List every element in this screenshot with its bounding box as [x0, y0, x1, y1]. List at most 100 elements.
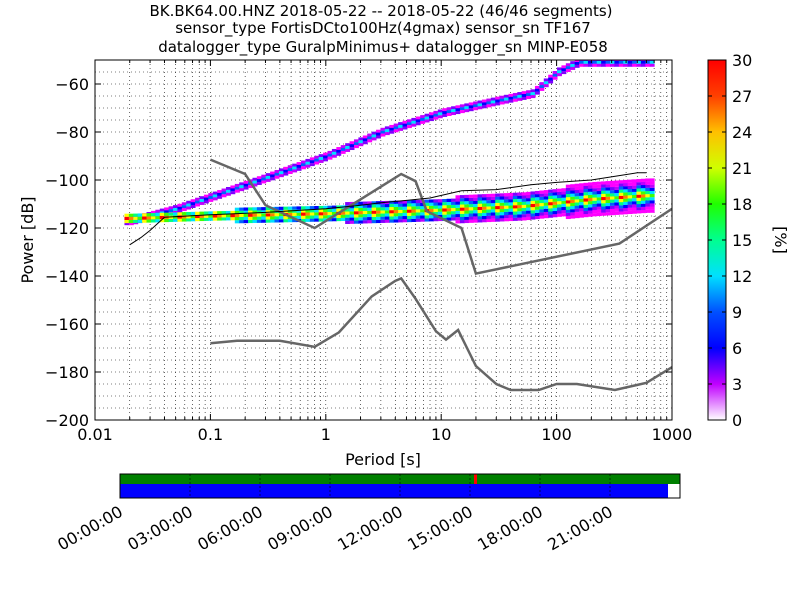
density-cell — [406, 218, 412, 223]
density-cell — [362, 141, 368, 145]
density-cell — [133, 213, 139, 217]
density-cell — [618, 60, 624, 64]
density-cell — [495, 199, 501, 203]
density-cell — [199, 217, 205, 222]
density-cell — [645, 60, 651, 64]
density-cell — [433, 199, 439, 203]
density-cell — [623, 207, 629, 212]
density-cell — [349, 217, 355, 221]
density-cell — [283, 206, 289, 210]
density-cell — [358, 207, 364, 212]
density-cell — [468, 105, 474, 109]
density-cell — [292, 206, 298, 210]
density-cell — [640, 181, 646, 186]
density-cell — [574, 60, 580, 63]
density-cell — [442, 111, 448, 115]
density-cell — [380, 210, 386, 214]
density-cell — [517, 208, 523, 212]
density-cell — [367, 220, 373, 224]
density-cell — [636, 188, 642, 192]
density-cell — [411, 123, 417, 127]
density-cell — [574, 64, 580, 68]
density-cell — [133, 219, 139, 224]
density-cell — [618, 180, 624, 184]
density-cell — [534, 215, 540, 220]
density-cell — [353, 201, 359, 206]
density-cell — [587, 63, 593, 67]
density-cell — [406, 125, 412, 129]
density-cell — [609, 193, 615, 197]
density-cell — [411, 218, 417, 222]
density-cell — [517, 217, 523, 221]
density-cell — [309, 160, 315, 164]
density-cell — [601, 63, 607, 67]
density-cell — [499, 193, 505, 197]
density-cell — [649, 187, 655, 191]
density-cell — [256, 179, 262, 183]
density-cell — [137, 213, 143, 217]
density-cell — [309, 218, 315, 222]
density-cell — [539, 206, 545, 210]
density-cell — [270, 171, 276, 175]
density-cell — [455, 220, 461, 224]
density-cell — [173, 210, 178, 214]
density-cell — [504, 94, 509, 98]
density-cell — [195, 214, 200, 219]
density-cell — [561, 71, 567, 75]
density-cell — [380, 207, 386, 211]
density-cell — [459, 216, 465, 221]
x-axis-label: Period [s] — [345, 450, 421, 469]
density-cell — [287, 165, 293, 169]
density-cell — [336, 208, 342, 212]
density-cell — [442, 113, 448, 117]
density-cell — [128, 219, 134, 224]
density-cell — [548, 214, 554, 218]
density-cell — [548, 211, 554, 215]
density-cell — [636, 191, 642, 195]
density-cell — [221, 217, 227, 221]
density-cell — [539, 209, 545, 213]
density-cell — [565, 206, 571, 210]
density-cell — [301, 163, 306, 167]
density-cell — [592, 197, 598, 201]
density-cell — [605, 202, 611, 207]
density-cell — [530, 203, 536, 208]
density-cell — [186, 206, 192, 210]
density-cell — [371, 134, 377, 138]
density-cell — [459, 104, 465, 108]
density-cell — [490, 196, 496, 201]
density-cell — [433, 205, 439, 209]
density-cell — [296, 212, 302, 216]
density-cell — [614, 183, 620, 187]
density-cell — [173, 218, 178, 222]
density-cell — [292, 163, 298, 167]
density-cell — [309, 212, 315, 216]
density-cell — [614, 202, 620, 206]
density-cell — [173, 207, 178, 211]
density-cell — [552, 192, 558, 196]
density-cell — [265, 173, 271, 177]
density-cell — [640, 200, 646, 204]
density-cell — [252, 207, 258, 211]
density-cell — [323, 155, 328, 159]
density-cell — [601, 209, 607, 213]
density-cell — [579, 60, 585, 64]
density-cell — [168, 212, 174, 216]
density-cell — [499, 199, 505, 203]
density-cell — [203, 211, 209, 215]
density-cell — [181, 215, 187, 219]
density-cell — [292, 209, 298, 213]
density-cell — [526, 213, 532, 217]
density-cell — [645, 194, 651, 198]
density-cell — [481, 105, 487, 109]
density-cell — [473, 107, 479, 111]
title-line-1: BK.BK64.00.HNZ 2018-05-22 -- 2018-05-22 … — [149, 2, 612, 20]
density-cell — [168, 206, 174, 210]
density-cell — [371, 207, 377, 211]
density-cell — [208, 211, 214, 215]
density-cell — [177, 215, 183, 219]
density-cell — [208, 214, 214, 218]
density-cell — [367, 204, 373, 208]
density-cell — [181, 205, 187, 209]
density-cell — [384, 204, 390, 208]
